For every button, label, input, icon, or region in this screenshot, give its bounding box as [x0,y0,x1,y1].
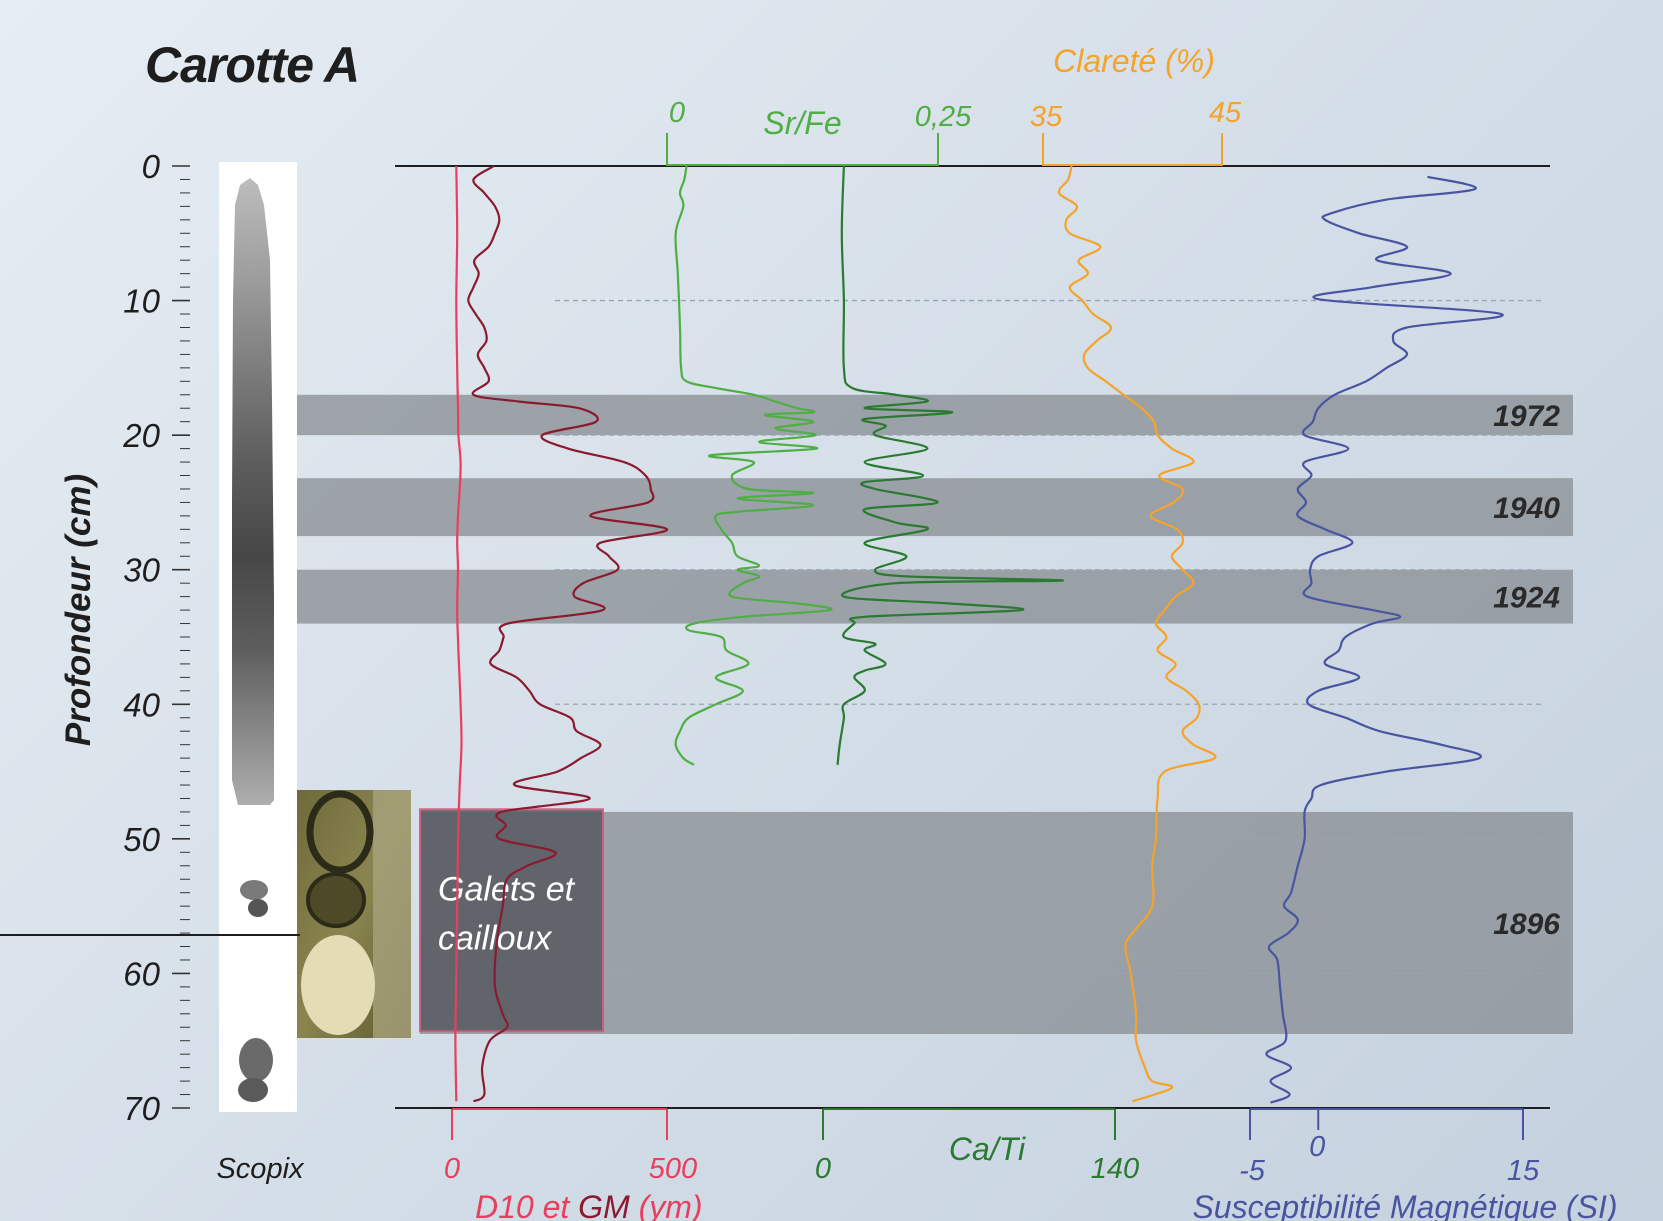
depth-tick-label: 10 [123,283,160,320]
series-line-d10 [454,165,463,1102]
depth-tick-label: 50 [123,821,160,858]
cati-max-label: 140 [1091,1153,1139,1185]
dated-band-label: 1924 [1493,582,1560,615]
dated-band-label: 1972 [1493,400,1560,433]
d10gm-axis-title-part: GM [578,1189,630,1221]
sediment-label-line1: Galets et [438,870,576,908]
d10gm-axis-title-part: D10 et [475,1189,578,1221]
srfe-max-label: 0,25 [915,101,972,133]
depth-tick-label: 70 [123,1090,160,1127]
susc-min-label: -5 [1239,1155,1266,1187]
srfe-axis-title: Sr/Fe [763,105,841,141]
series-line-sr-fe [674,165,833,766]
d10gm-axis-title: D10 et GM (ym) [475,1189,703,1221]
depth-tick-label: 60 [123,955,160,992]
dated-band-label: 1896 [1493,908,1560,941]
dated-band [420,811,1573,1034]
depth-tick-label: 40 [123,686,160,723]
series-line-susceptibilite-magnetique [1265,175,1504,1104]
dated-band [297,478,1573,537]
series-line-clarete [1057,165,1217,1103]
d10gm-max-label: 500 [649,1153,697,1185]
reference-lines [555,299,1545,975]
susc-axis-title: Susceptibilité Magnétique (SI) [1192,1189,1617,1221]
series-line-gm [467,165,669,1103]
d10gm-axis-title-part: (ym) [630,1189,703,1221]
cati-axis-title: Ca/Ti [949,1131,1026,1167]
depth-tick-label: 30 [123,552,160,589]
band-labels: 1972 1940 1924 1896 [1493,400,1560,941]
core-photo [297,790,411,1038]
clarete-axis-title: Clareté (%) [1053,43,1215,79]
series-axes: 0 0,25 Sr/Fe 35 45 Clareté (%) 0 500 D10 et GM (… [444,43,1618,1221]
susc-zero-label: 0 [1309,1131,1325,1163]
scopix-core-image [219,162,297,1112]
series-line-ca-ti [836,165,1065,765]
dated-bands [297,394,1573,1034]
clarete-min-label: 35 [1030,101,1063,133]
y-axis-label: Profondeur (cm) [59,474,98,746]
depth-tick-label: 20 [122,417,160,454]
chart-title: Carotte A [145,37,359,93]
depth-axis: 0 10 20 30 40 50 60 70 [122,148,190,1127]
susc-max-label: 15 [1507,1155,1540,1187]
dated-band-label: 1940 [1493,492,1560,525]
cati-min-label: 0 [815,1153,831,1185]
d10gm-min-label: 0 [444,1153,460,1185]
series-lines [454,165,1504,1104]
clarete-max-label: 45 [1209,97,1242,129]
srfe-min-label: 0 [669,97,685,129]
depth-tick-label: 0 [142,148,161,185]
sediment-box: Galets et cailloux [419,808,604,1033]
scopix-label: Scopix [216,1153,305,1185]
